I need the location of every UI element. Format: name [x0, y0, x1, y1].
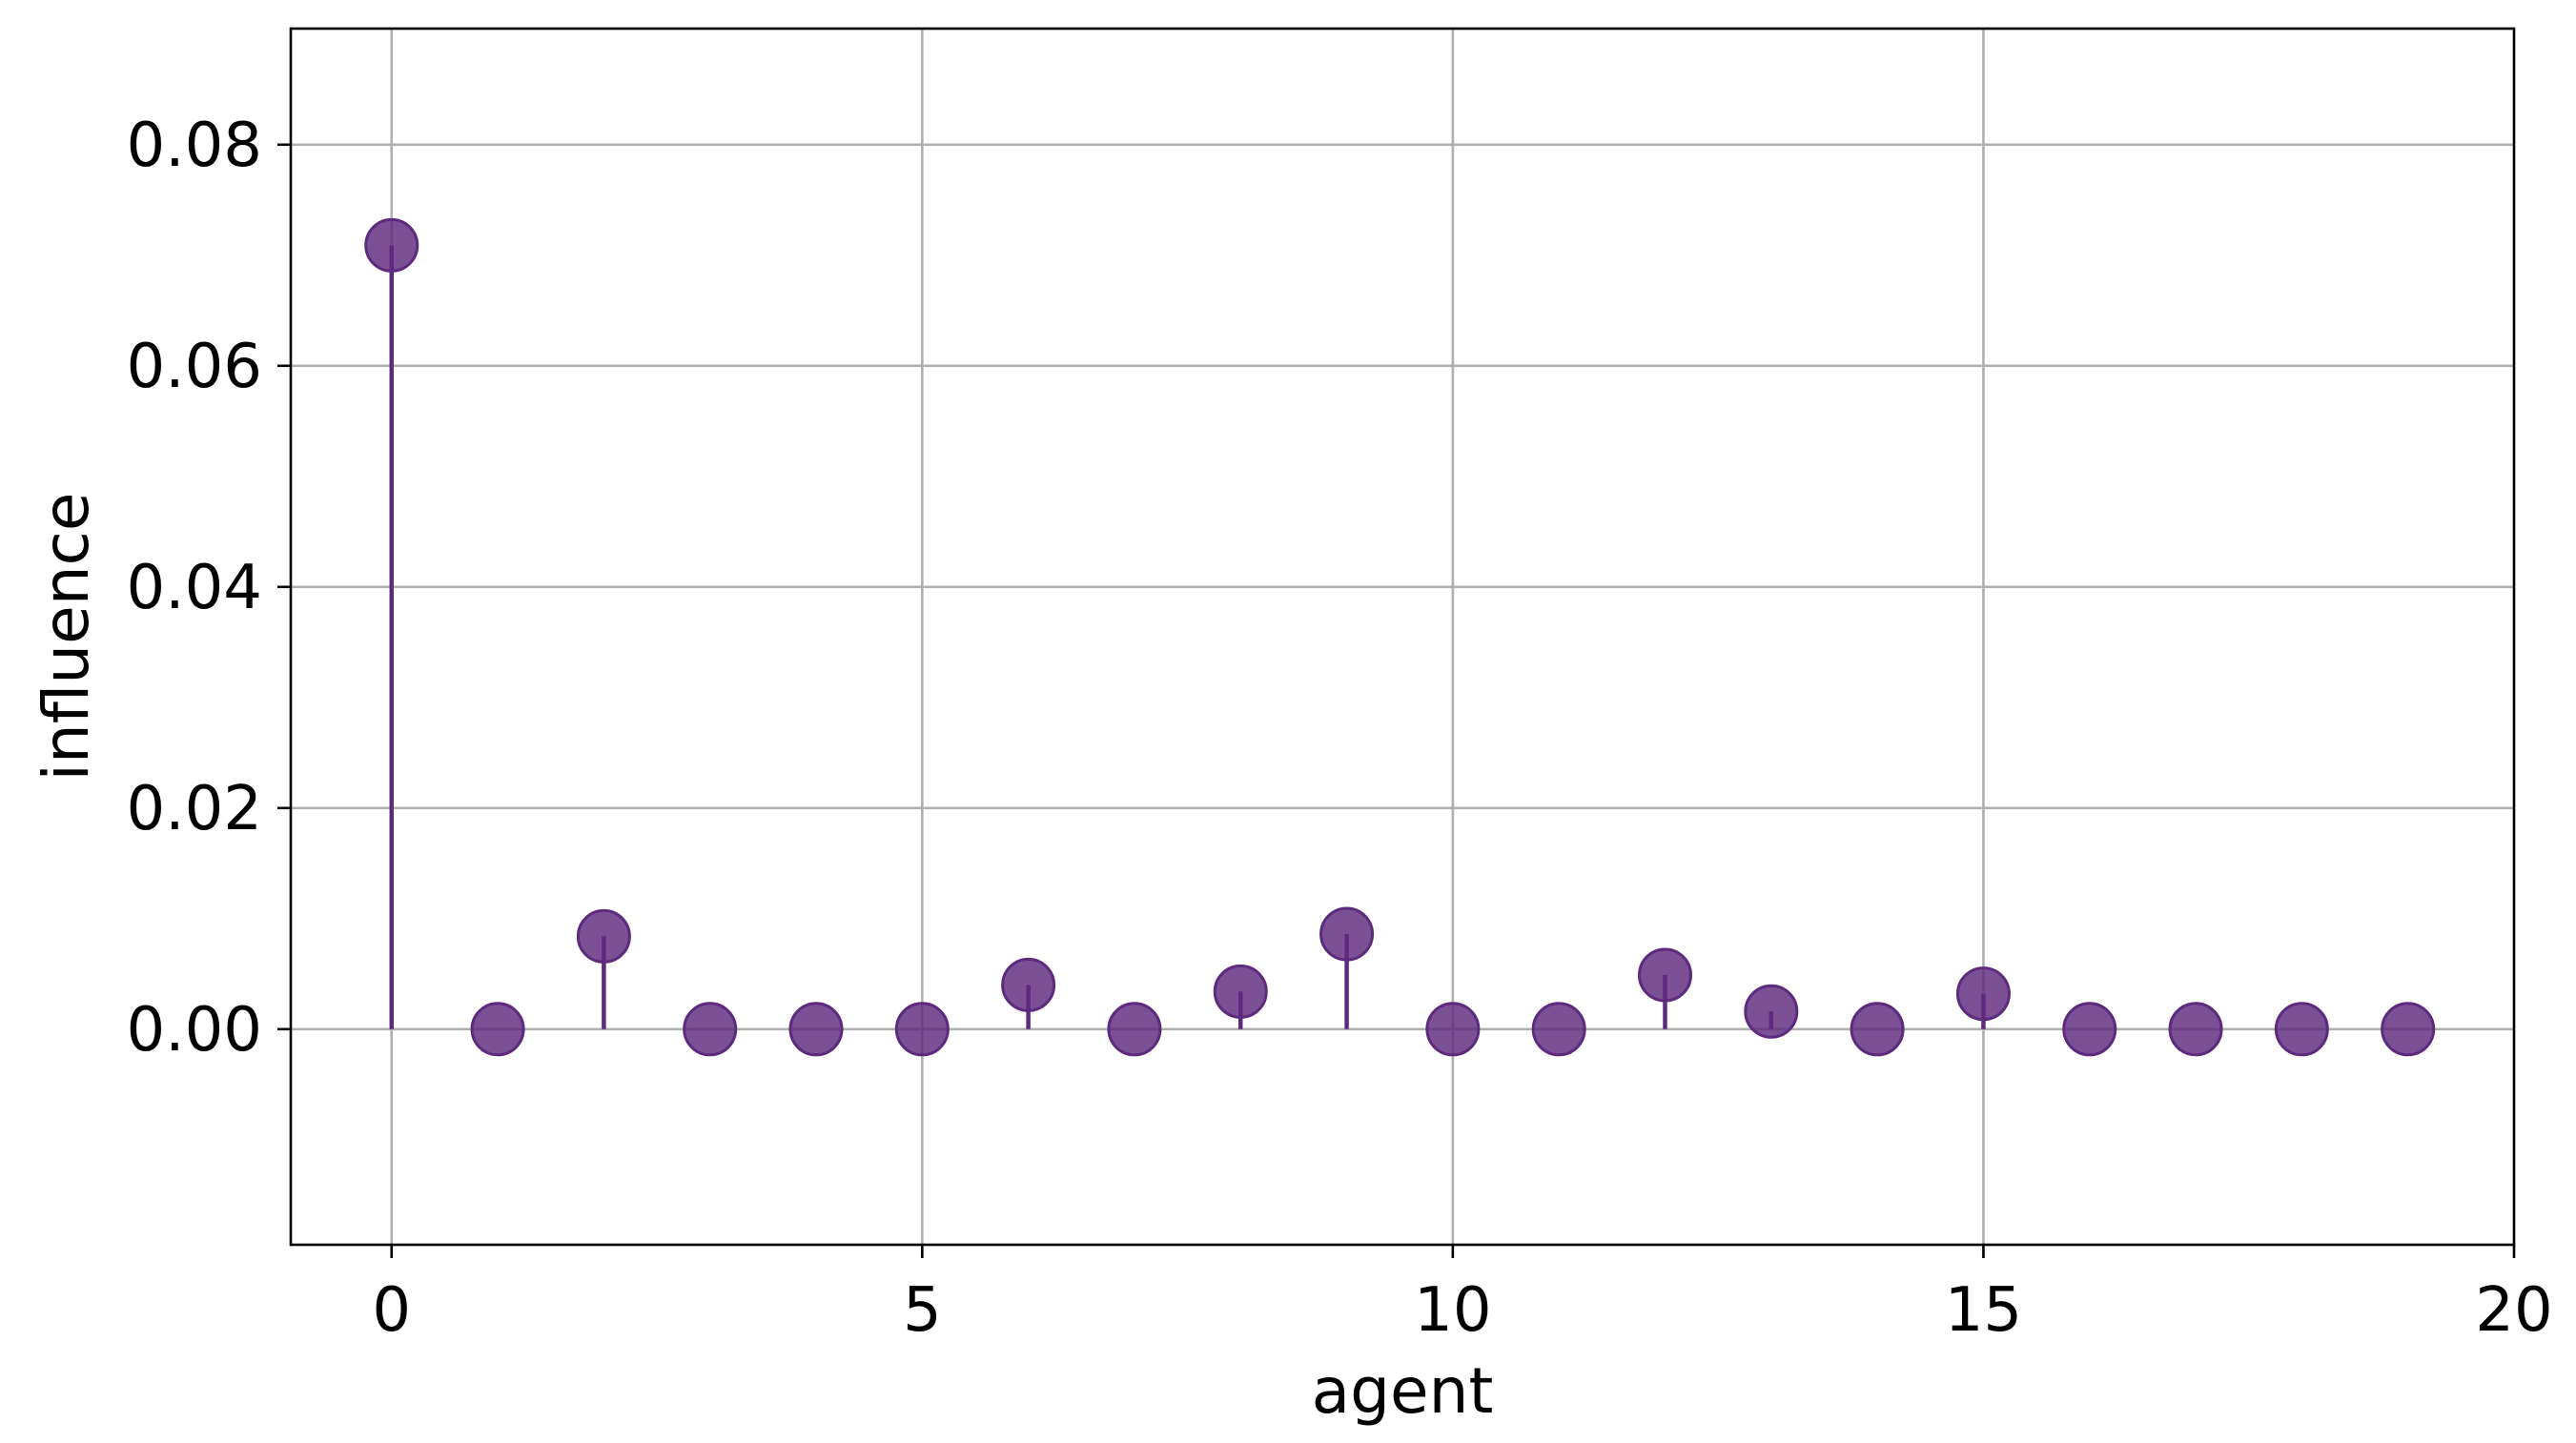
data-point [1107, 1002, 1162, 1057]
data-point [2381, 1002, 2436, 1057]
ticks [277, 143, 2516, 1258]
data-point [1637, 947, 1692, 1003]
plot-frame [289, 27, 2516, 1247]
x-tick-label: 5 [903, 1275, 942, 1346]
data-point [1425, 1002, 1481, 1057]
data-point [1319, 906, 1375, 962]
y-tick-labels: 0.00 0.02 0.04 0.06 0.08 [127, 111, 263, 1066]
x-tick-labels: 0 5 10 15 20 [372, 1275, 2552, 1346]
data-point [1531, 1002, 1586, 1057]
data-point [364, 217, 419, 273]
data-point [1850, 1002, 1905, 1057]
data-point [1744, 984, 1799, 1039]
y-tick-label: 0.00 [127, 995, 263, 1066]
y-tick-label: 0.06 [127, 332, 263, 402]
y-tick-label: 0.08 [127, 111, 263, 181]
y-axis-label: influence [30, 493, 103, 782]
grid [291, 29, 2514, 1245]
data-point [894, 1002, 950, 1057]
x-axis-label: agent [1312, 1354, 1494, 1428]
y-tick-label: 0.02 [127, 774, 263, 844]
x-tick-label: 0 [372, 1275, 411, 1346]
data-point [576, 908, 631, 964]
data-point [1955, 966, 2011, 1022]
data-point [470, 1002, 525, 1057]
data-point [1001, 957, 1056, 1012]
x-tick-label: 20 [2475, 1275, 2552, 1346]
markers [364, 217, 2436, 1057]
x-tick-label: 10 [1414, 1275, 1491, 1346]
data-point [2168, 1002, 2223, 1057]
data-point [1213, 964, 1268, 1019]
stems [389, 245, 1986, 1029]
data-point [788, 1002, 844, 1057]
data-point [2062, 1002, 2117, 1057]
y-tick-label: 0.04 [127, 553, 263, 623]
data-point [2274, 1002, 2329, 1057]
data-point [683, 1002, 738, 1057]
x-tick-label: 15 [1945, 1275, 2022, 1346]
